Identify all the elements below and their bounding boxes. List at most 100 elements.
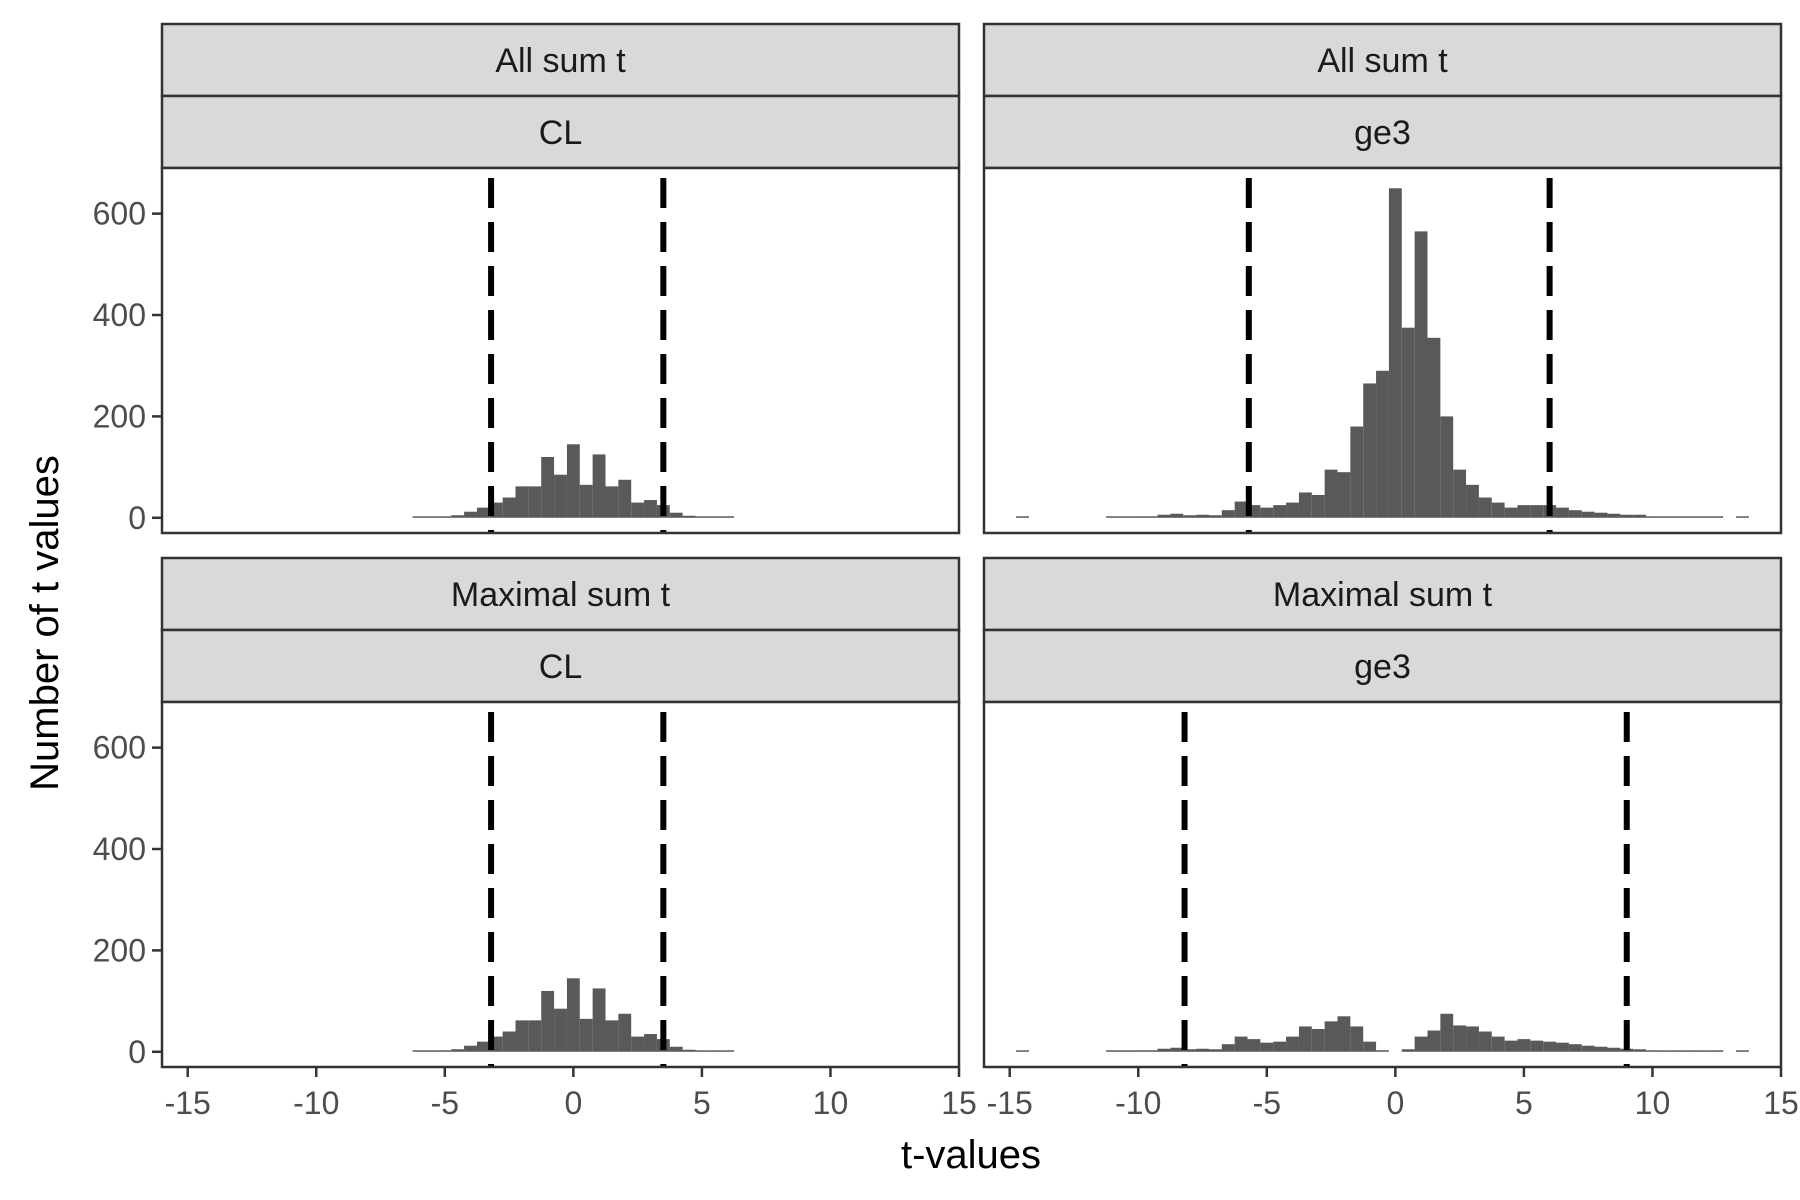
histogram-bar — [554, 1008, 567, 1052]
histogram-bar — [1633, 1049, 1647, 1052]
histogram-bar — [1504, 507, 1518, 518]
histogram-bar — [1646, 1050, 1659, 1052]
x-tick-label: -5 — [1253, 1085, 1281, 1121]
y-tick-label: 600 — [93, 730, 146, 766]
histogram-bar — [1311, 494, 1325, 518]
histogram-bar — [695, 1050, 709, 1052]
strip-top-label: All sum t — [1317, 42, 1448, 80]
histogram-bar — [1221, 510, 1235, 518]
histogram-bar — [1157, 514, 1171, 518]
histogram-bar — [1337, 1016, 1351, 1052]
histogram-bar — [528, 1020, 542, 1052]
histogram-bar — [541, 456, 555, 518]
histogram-bar — [1620, 1048, 1634, 1052]
histogram-bar — [1298, 492, 1312, 518]
histogram-bar — [1208, 1049, 1222, 1052]
histogram-bar — [1183, 515, 1197, 518]
histogram-bar — [425, 1050, 439, 1052]
histogram-bar — [464, 1045, 477, 1052]
histogram-bar — [669, 512, 683, 518]
plot-background — [984, 702, 1781, 1067]
strip-bottom-background — [982, 628, 1783, 704]
histogram-bar — [1234, 501, 1248, 518]
histogram-bar — [464, 511, 477, 518]
histogram-bar — [1466, 484, 1479, 518]
strip-top-background — [160, 22, 961, 98]
histogram-bar — [1478, 1031, 1492, 1052]
histogram-bar — [1260, 507, 1274, 518]
histogram-bar — [1298, 1026, 1312, 1052]
histogram-bar — [554, 474, 567, 518]
x-tick-label: 0 — [564, 1085, 582, 1121]
histogram-bar — [1671, 516, 1685, 518]
histogram-bar — [1131, 516, 1145, 518]
histogram-bar — [618, 479, 632, 518]
histogram-bar — [515, 1020, 529, 1052]
histogram-bar — [1671, 1050, 1685, 1052]
facet-panel: Maximal sum t CL 0 200 400 600 -15 -10 -5 0 5 10 15 — [93, 556, 977, 1121]
strip-bottom-background — [160, 94, 961, 170]
histogram-bar — [1414, 1036, 1428, 1052]
histogram-bar — [1016, 1050, 1029, 1052]
histogram-bar — [1350, 426, 1364, 518]
x-tick-label: 0 — [1386, 1085, 1404, 1121]
histogram-bar — [566, 978, 580, 1052]
histogram-bar — [631, 1036, 645, 1052]
y-tick-label: 600 — [93, 196, 146, 232]
plot-background — [162, 702, 959, 1067]
histogram-bar — [1144, 1050, 1158, 1052]
histogram-bar — [528, 486, 542, 518]
histogram-bar — [412, 1050, 426, 1052]
histogram-bar — [605, 486, 619, 518]
histogram-bar — [1363, 383, 1377, 518]
histogram-bar — [1196, 514, 1209, 518]
strip-bottom-label: CL — [539, 114, 582, 152]
histogram-bar — [1594, 512, 1608, 518]
histogram-bar — [1543, 1041, 1557, 1052]
histogram-bar — [1273, 1041, 1287, 1052]
histogram-bar — [1196, 1048, 1209, 1052]
x-tick-label: 15 — [941, 1085, 977, 1121]
histogram-bar — [695, 516, 709, 518]
histogram-bar — [1388, 188, 1402, 518]
histogram-bar — [1633, 514, 1647, 518]
facet-panel: All sum t ge3 — [982, 22, 1783, 535]
histogram-bar — [1324, 469, 1338, 518]
histogram-bar — [1466, 1026, 1479, 1052]
y-tick-label: 0 — [128, 1034, 146, 1070]
x-tick-label: -10 — [1115, 1085, 1161, 1121]
strip-top-label: Maximal sum t — [1273, 576, 1493, 614]
histogram-bar — [1337, 472, 1351, 518]
histogram-bar — [425, 516, 439, 518]
histogram-bar — [1401, 1049, 1415, 1052]
histogram-bar — [1118, 516, 1132, 518]
histogram-bar — [1581, 1045, 1595, 1052]
histogram-bar — [1221, 1044, 1235, 1052]
histogram-bar — [1453, 1025, 1467, 1052]
histogram-bar — [1478, 497, 1492, 518]
strip-bottom-label: ge3 — [1354, 648, 1411, 686]
histogram-bar — [1620, 514, 1634, 518]
panel-border — [160, 700, 961, 1069]
histogram-bar — [1530, 505, 1544, 518]
histogram-bar — [579, 484, 593, 518]
histogram-bar — [1260, 1042, 1274, 1052]
histogram-bar — [1131, 1050, 1145, 1052]
strip-bottom-label: CL — [539, 648, 582, 686]
histogram-bar — [1491, 502, 1505, 518]
histogram-bar — [1440, 416, 1454, 518]
histogram-bar — [1106, 1050, 1119, 1052]
histogram-bar — [1350, 1026, 1364, 1052]
histogram-bar — [438, 1050, 452, 1052]
strip-bottom-background — [160, 628, 961, 704]
histogram-bar — [1016, 516, 1029, 518]
panel-border — [982, 166, 1783, 535]
histogram-bar — [1234, 1036, 1248, 1052]
histogram-bar — [1170, 513, 1184, 518]
histogram-bar — [1208, 515, 1222, 518]
y-tick-label: 200 — [93, 932, 146, 968]
panel-border — [982, 700, 1783, 1069]
histogram-bar — [1401, 327, 1415, 518]
y-tick-label: 0 — [128, 500, 146, 536]
histogram-bar — [1517, 1039, 1531, 1052]
